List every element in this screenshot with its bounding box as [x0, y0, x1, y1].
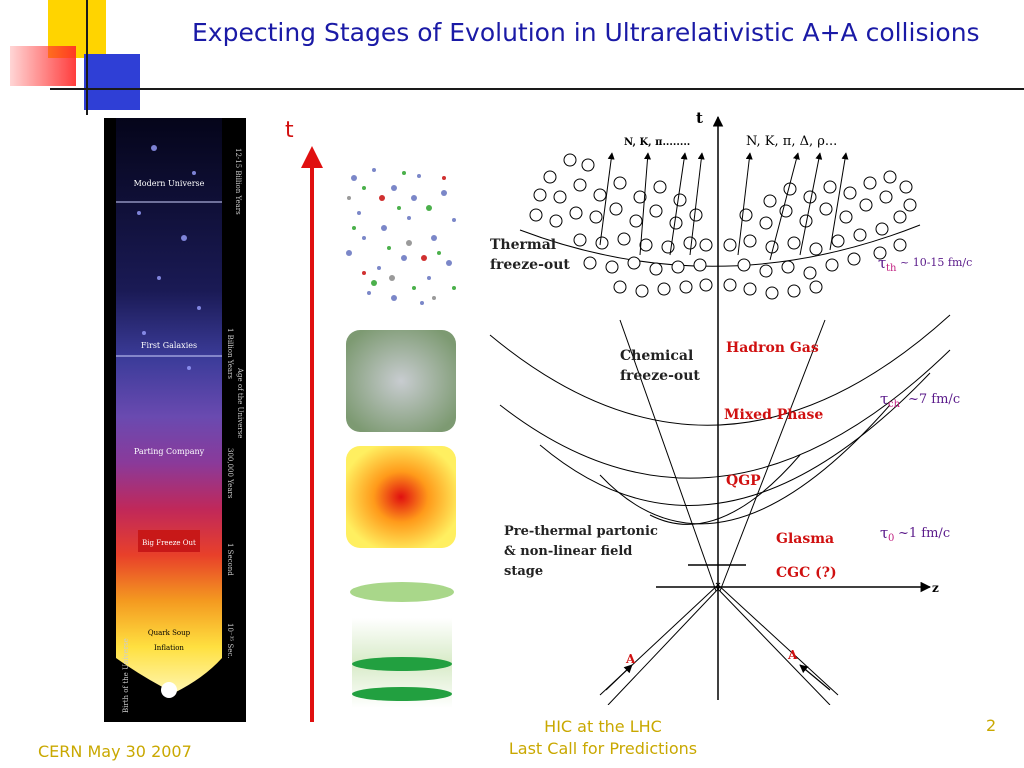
- particles-left-label: N, K, π........: [624, 137, 690, 148]
- universe-cone: [116, 118, 222, 693]
- label-300000-years: 300,000 Years: [226, 448, 234, 499]
- collision-stage-images: [346, 168, 456, 708]
- t-axis-label: t: [696, 109, 703, 127]
- tau-ch-value: ~7 fm/c: [908, 392, 960, 407]
- particles-right-label: N, K, π, Δ, ρ...: [746, 134, 837, 149]
- corner-red-bar: [10, 46, 76, 86]
- tau-ch-symbol: τ: [880, 390, 888, 408]
- tau-th-sub: th: [886, 263, 897, 274]
- nucleus-slab-lower: [352, 687, 452, 701]
- thermal-freezeout-arc: [519, 224, 921, 267]
- stage-inflation: Inflation: [154, 644, 184, 652]
- nucleus-right-label: A: [787, 648, 798, 662]
- label-age-of-universe: Age of the Universe: [236, 367, 244, 438]
- mixed-phase-label: Mixed Phase: [724, 407, 823, 423]
- incoming-nuclei-arrows: [605, 664, 831, 691]
- space-time-diagram: t z: [489, 109, 972, 705]
- hyperbola-hadron: [539, 372, 931, 506]
- title-underline: [50, 88, 1024, 90]
- hyperbola-qgp: [649, 454, 801, 525]
- label-10-35-sec: 10⁻³⁵ Sec.: [226, 623, 234, 659]
- proper-time-hyperbolas: [489, 314, 951, 525]
- tau-0-value: ~1 fm/c: [898, 526, 950, 541]
- stage-quark-soup: Quark Soup: [148, 629, 191, 637]
- qgp-label: QGP: [726, 473, 761, 489]
- label-1-second: 1 Second: [226, 543, 234, 576]
- glasma-slab: [350, 582, 454, 602]
- footer-center-line-2: Last Call for Predictions: [508, 739, 698, 758]
- prethermal-label-2: & non-linear field: [504, 544, 632, 559]
- big-bang-point: [161, 682, 177, 698]
- qgp-image: [346, 446, 456, 548]
- corner-blue-square: [84, 54, 140, 110]
- hadron-gas-label: Hadron Gas: [726, 340, 819, 356]
- z-axis-label: z: [932, 581, 939, 595]
- footer-center-line-1: HIC at the LHC: [544, 717, 662, 736]
- big-freeze-out-band: [138, 530, 200, 552]
- chemical-label-1: Chemical: [620, 348, 693, 364]
- hyperbola-mixed: [599, 404, 891, 525]
- tau-0-annotation: τ 0 ~1 fm/c: [880, 524, 950, 544]
- label-1-billion-years: 1 Billion Years: [226, 328, 234, 379]
- glasma-label: Glasma: [776, 531, 834, 547]
- stage-parting-company: Parting Company: [134, 447, 205, 456]
- chemical-label-2: freeze-out: [620, 368, 700, 384]
- tau-th-annotation: τ th ~ 10-15 fm/c: [878, 254, 972, 274]
- tau-ch-annotation: τ ch ~7 fm/c: [880, 390, 960, 410]
- thermal-label-1: Thermal: [490, 237, 556, 253]
- nucleus-left-label: A: [625, 652, 636, 666]
- hadron-gas-image: [346, 168, 456, 305]
- hyperbola-thermal: [489, 314, 951, 426]
- stage-first-galaxies: First Galaxies: [141, 341, 197, 350]
- label-birth-of-universe: Birth of the Universe: [122, 638, 130, 713]
- slide-title: Expecting Stages of Evolution in Ultrare…: [192, 18, 980, 47]
- time-arrow: [301, 146, 323, 722]
- thermal-label-2: freeze-out: [490, 257, 570, 273]
- footer-center: HIC at the LHC Last Call for Predictions: [478, 716, 728, 760]
- universe-history-panel: Modern Universe First Galaxies Parting C…: [104, 118, 246, 722]
- cgc-label: CGC (?): [776, 565, 837, 581]
- emitted-particle-arrows: [599, 152, 849, 261]
- prethermal-label-3: stage: [504, 564, 543, 579]
- tau-th-value: ~ 10-15 fm/c: [900, 256, 972, 269]
- footer-date: CERN May 30 2007: [38, 742, 192, 761]
- label-12-15-billion-years: 12-15 Billion Years: [234, 148, 242, 215]
- tau-ch-sub: ch: [888, 399, 901, 410]
- stage-modern-universe: Modern Universe: [134, 179, 205, 188]
- hadron-bubbles: [529, 153, 917, 300]
- page-number: 2: [986, 716, 997, 735]
- stage-big-freeze-out: Big Freeze Out: [142, 539, 196, 547]
- corner-vertical-line: [86, 0, 88, 115]
- time-arrow-label: t: [285, 118, 294, 143]
- prethermal-label-1: Pre-thermal partonic: [504, 524, 658, 539]
- hyperbola-chemical: [499, 349, 951, 479]
- mixed-phase-image: [346, 330, 456, 432]
- nucleus-slab-upper: [352, 657, 452, 671]
- tau-0-symbol: τ: [880, 524, 888, 542]
- tau-th-symbol: τ: [878, 254, 886, 272]
- tau-0-sub: 0: [888, 533, 894, 544]
